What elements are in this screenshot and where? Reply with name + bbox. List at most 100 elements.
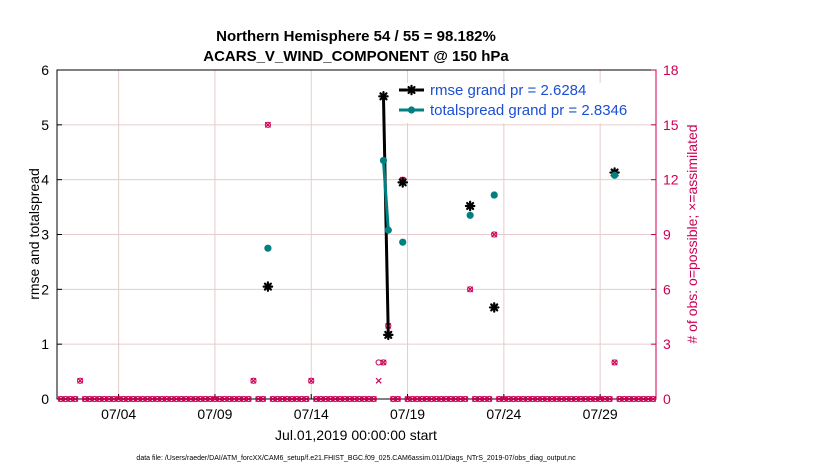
obs-assimilated-marker [601,395,608,403]
obs-assimilated-stroke [168,395,175,403]
obs-assimilated-stroke [341,395,348,403]
obs-assimilated-marker [240,395,247,403]
obs-assimilated-stroke [587,395,594,403]
obs-possible-marker [380,359,387,366]
obs-assimilated-stroke [317,395,324,403]
x-axis: 07/04 07/09 07/14 07/19 07/24 07/29 [101,394,618,422]
spread-point [384,226,392,234]
obs-assimilated-marker [452,395,459,403]
obs-assimilated-marker [404,395,411,403]
obs-assimilated-marker [235,395,243,403]
obs-assimilated-marker [510,395,517,403]
obs-assimilated-stroke [568,395,575,403]
obs-assimilated-marker [57,395,64,403]
obs-assimilated-stroke [120,395,127,403]
obs-assimilated-marker [332,395,339,403]
obs-assimilated-marker [423,395,430,403]
obs-assimilated-marker [187,395,194,403]
obs-assimilated-marker [149,395,156,403]
obs-assimilated-marker [130,395,137,403]
obs-assimilated-stroke [611,359,618,366]
obs-assimilated-marker [211,395,218,403]
obs-assimilated-marker [394,395,401,403]
obs-assimilated-stroke [616,395,623,403]
obs-assimilated-marker [183,395,190,403]
obs-assimilated-marker [207,395,214,403]
left-tick-label: 0 [41,391,49,407]
obs-assimilated-stroke [134,395,141,403]
obs-assimilated-stroke [356,395,363,403]
obs-assimilated-marker [125,395,132,403]
obs-assimilated-stroke [332,395,339,403]
rmse-point [378,91,389,102]
obs-assimilated-stroke [91,395,98,403]
obs-assimilated-marker [433,395,440,403]
obs-assimilated-marker [467,286,474,293]
obs-assimilated-stroke [274,395,281,403]
obs-assimilated-marker [534,395,541,403]
obs-assimilated-stroke [255,395,262,403]
obs-possible-marker [486,395,493,403]
obs-assimilated-marker [500,395,507,403]
obs-assimilated-marker [279,395,286,403]
obs-assimilated-stroke [62,395,69,403]
obs-assimilated-stroke [500,395,507,403]
obs-assimilated-marker [375,377,382,384]
rmse-point [464,200,476,212]
obs-assimilated-stroke [394,395,401,403]
right-tick-label: 12 [663,172,679,188]
obs-assimilated-stroke [139,395,146,403]
obs-assimilated-marker [255,395,262,403]
obs-assimilated-marker [337,395,344,403]
obs-assimilated-stroke [346,395,353,403]
obs-possible-marker [611,359,618,366]
obs-assimilated-stroke [553,395,560,403]
obs-assimilated-marker [390,395,397,403]
obs-assimilated-marker [616,395,623,403]
obs-assimilated-marker [621,395,628,403]
obs-assimilated-marker [91,395,98,403]
legend: rmse grand pr = 2.6284 totalspread grand… [395,82,655,123]
obs-assimilated-stroke [86,395,93,403]
obs-assimilated-marker [284,395,291,403]
obs-assimilated-marker [250,377,257,384]
obs-assimilated-marker [115,395,122,403]
obs-assimilated-stroke [293,395,300,403]
obs-assimilated-marker [327,395,334,403]
obs-assimilated-marker [486,395,493,403]
obs-assimilated-stroke [202,395,209,403]
obs-assimilated-stroke [67,395,74,403]
x-tick-label: 07/04 [101,406,136,422]
obs-assimilated-stroke [505,395,512,403]
obs-assimilated-marker [173,395,180,403]
obs-assimilated-marker [341,395,348,403]
obs-assimilated-stroke [178,395,185,403]
obs-assimilated-marker [380,359,387,366]
obs-assimilated-marker [202,395,209,403]
obs-assimilated-stroke [447,395,454,403]
obs-assimilated-stroke [144,395,151,403]
obs-assimilated-stroke [125,395,132,403]
obs-assimilated-marker [606,395,613,403]
obs-assimilated-marker [640,395,647,403]
obs-assimilated-marker [298,395,305,403]
marker-core [409,87,414,93]
obs-assimilated-marker [274,395,281,403]
obs-assimilated-stroke [72,395,79,403]
obs-assimilated-stroke [235,395,243,403]
obs-assimilated-stroke [245,395,252,403]
spread-point [466,211,474,219]
obs-assimilated-stroke [423,395,430,403]
obs-assimilated-marker [611,359,618,366]
obs-assimilated-stroke [635,395,642,403]
obs-assimilated-stroke [221,395,228,403]
left-tick-label: 3 [41,227,49,243]
legend-spread-marker [407,106,416,114]
obs-assimilated-stroke [558,395,565,403]
obs-assimilated-marker [105,395,113,403]
obs-assimilated-marker [635,395,642,403]
obs-assimilated-stroke [438,395,445,403]
obs-assimilated-marker [573,395,580,403]
obs-assimilated-stroke [279,395,286,403]
obs-assimilated-stroke [452,395,459,403]
